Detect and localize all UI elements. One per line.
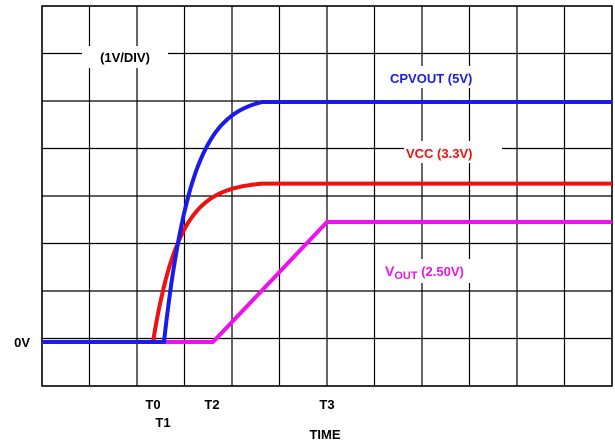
tick-label-t1: T1 [155,415,170,430]
plot-border [41,5,613,387]
label-backdrop-vout [382,259,504,283]
series-label-cpvout: CPVOUT (5V) [390,71,472,86]
tick-label-t2: T2 [204,397,219,412]
x-axis-title: TIME [309,427,340,442]
series-label-vout: VOUT (2.50V) [385,263,464,282]
label-backdrop-cpvout [388,66,514,88]
series-label-vcc: VCC (3.3V) [406,146,472,161]
tick-label-t0: T0 [145,397,160,412]
series-labels: CPVOUT (5V) VCC (3.3V) VOUT (2.50V) [382,66,514,283]
series-line-vcc [42,181,612,344]
baseline-label: 0V [14,335,30,350]
scale-label: (1V/DIV) [100,50,150,65]
tick-label-t3: T3 [319,397,334,412]
label-backdrop-vcc [404,141,502,163]
series-line-cpvout [42,100,612,344]
scale-label-backdrop [82,46,168,68]
series-line-vout [164,220,612,344]
